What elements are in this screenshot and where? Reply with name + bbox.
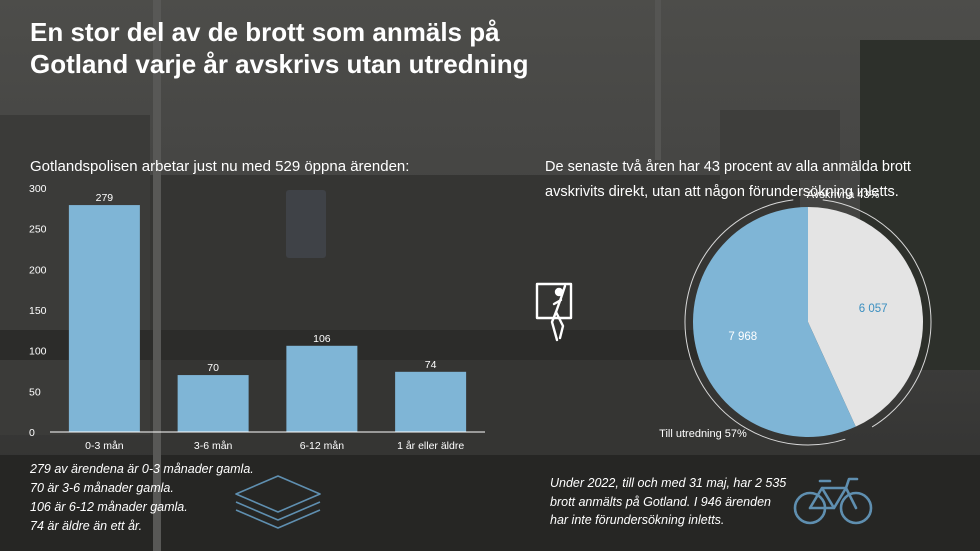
y-tick-label: 250 xyxy=(29,224,47,236)
pie-slice-label: Till utredning 57% xyxy=(659,428,747,440)
bar-value-label: 70 xyxy=(207,362,219,374)
bar xyxy=(177,375,249,432)
police-sign xyxy=(286,190,326,258)
bar-chart-notes: 279 av ärendena är 0-3 månader gamla. 70… xyxy=(30,460,254,536)
x-category-label: 0-3 mån xyxy=(85,440,124,452)
bar-chart-heading: Gotlandspolisen arbetar just nu med 529 … xyxy=(30,158,410,175)
x-category-label: 3-6 mån xyxy=(194,440,233,452)
bar-note-line: 279 av ärendena är 0-3 månader gamla. xyxy=(30,462,254,476)
pie-slice xyxy=(808,207,923,427)
y-tick-label: 50 xyxy=(29,386,41,398)
bar xyxy=(286,345,358,432)
pie-value-label: 6 057 xyxy=(859,303,888,315)
lamp-post xyxy=(153,0,161,551)
ground xyxy=(0,455,980,551)
building-main xyxy=(150,175,800,465)
page-title: En stor del av de brott som anmäls på Go… xyxy=(30,16,590,80)
bar xyxy=(68,205,140,432)
pie-slice-bracket xyxy=(822,199,932,428)
bar xyxy=(395,371,467,432)
x-category-label: 1 år eller äldre xyxy=(397,440,464,452)
antenna-mast xyxy=(655,0,661,160)
pie-slice xyxy=(693,207,856,437)
bar-value-label: 74 xyxy=(425,359,437,371)
y-tick-label: 150 xyxy=(29,305,47,317)
pie-note-line: brott anmälts på Gotland. I 946 ärenden xyxy=(550,494,771,509)
title-line: En stor del av de brott som anmäls på xyxy=(30,17,500,47)
pie-chart-heading: De senaste två åren har 43 procent av al… xyxy=(545,155,965,205)
bicycle-icon xyxy=(793,477,873,525)
pie-slice-label: Avskrivna 43% xyxy=(807,189,880,201)
bar-chart: 0 50 100 150 200 250 300 279 0-3 mån 70 3-6 mån 106… xyxy=(29,183,485,452)
pie-value-label: 7 968 xyxy=(728,331,757,343)
y-tick-label: 100 xyxy=(29,346,47,358)
bar-note-line: 106 är 6-12 månader gamla. xyxy=(30,500,188,514)
y-tick-label: 200 xyxy=(29,264,47,276)
papers-stack-icon xyxy=(235,475,321,529)
pie-note-line: Under 2022, till och med 31 maj, har 2 5… xyxy=(550,476,787,490)
title-line: Gotland varje år avskrivs utan utredning xyxy=(30,49,529,79)
bar-value-label: 106 xyxy=(313,333,331,345)
y-tick-label: 300 xyxy=(29,183,47,195)
pie-chart-note: Under 2022, till och med 31 maj, har 2 5… xyxy=(550,474,786,530)
building-roof-right xyxy=(720,110,840,180)
bar-note-line: 70 är 3-6 månader gamla. xyxy=(30,481,174,495)
bar-note-line: 74 är äldre än ett år. xyxy=(30,519,143,533)
pie-heading-line: avskrivits direkt, utan att någon förund… xyxy=(545,184,899,200)
pie-chart: 6 057 Avskrivna 43% 7 968 Till utredning 57… xyxy=(659,189,932,446)
pie-heading-line: De senaste två åren har 43 procent av al… xyxy=(545,159,911,175)
window-person-icon xyxy=(535,282,573,342)
x-category-label: 6-12 mån xyxy=(300,440,345,452)
pie-slice-bracket xyxy=(684,199,846,446)
y-tick-label: 0 xyxy=(29,427,35,439)
bar-value-label: 279 xyxy=(96,192,114,204)
pie-note-line: har inte förundersökning inletts. xyxy=(550,513,725,527)
